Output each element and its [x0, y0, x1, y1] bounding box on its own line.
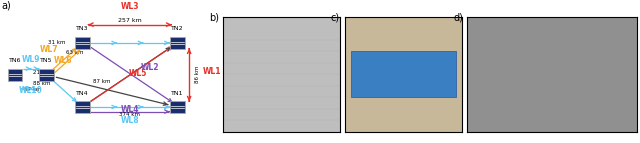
Text: WL7: WL7: [40, 45, 58, 54]
Text: TN4: TN4: [76, 91, 88, 96]
Text: 87 km: 87 km: [24, 87, 42, 92]
Text: 374 km: 374 km: [119, 112, 140, 117]
Text: 86 km: 86 km: [195, 65, 200, 83]
Text: d): d): [454, 13, 463, 23]
Bar: [351, 51, 456, 97]
Bar: [39, 69, 54, 81]
Text: WL8: WL8: [120, 116, 139, 125]
Text: 87 km: 87 km: [93, 79, 111, 84]
Text: 63 km: 63 km: [66, 50, 83, 55]
Text: WL1: WL1: [203, 67, 221, 76]
Text: TN6: TN6: [9, 58, 21, 63]
Bar: [170, 101, 185, 113]
Text: TN3: TN3: [76, 26, 88, 31]
Text: c): c): [331, 13, 340, 23]
Bar: [8, 69, 22, 81]
Text: WL2: WL2: [140, 63, 159, 72]
Bar: [75, 101, 90, 113]
Text: WL6: WL6: [53, 56, 72, 65]
Bar: [75, 37, 90, 49]
Text: a): a): [1, 1, 11, 11]
Text: WL9: WL9: [22, 55, 40, 64]
Text: WL10: WL10: [19, 86, 43, 95]
Text: 88 km: 88 km: [33, 81, 51, 86]
Text: b): b): [209, 13, 220, 23]
Text: TN1: TN1: [171, 91, 184, 96]
Bar: [170, 37, 185, 49]
Text: 21 km: 21 km: [33, 70, 51, 75]
Text: WL3: WL3: [120, 2, 139, 11]
Text: WL4: WL4: [120, 105, 139, 114]
Text: 257 km: 257 km: [118, 18, 141, 23]
Text: WL5: WL5: [129, 69, 147, 78]
Text: TN5: TN5: [40, 58, 53, 63]
Text: TN2: TN2: [171, 26, 184, 31]
Text: 31 km: 31 km: [48, 40, 65, 45]
